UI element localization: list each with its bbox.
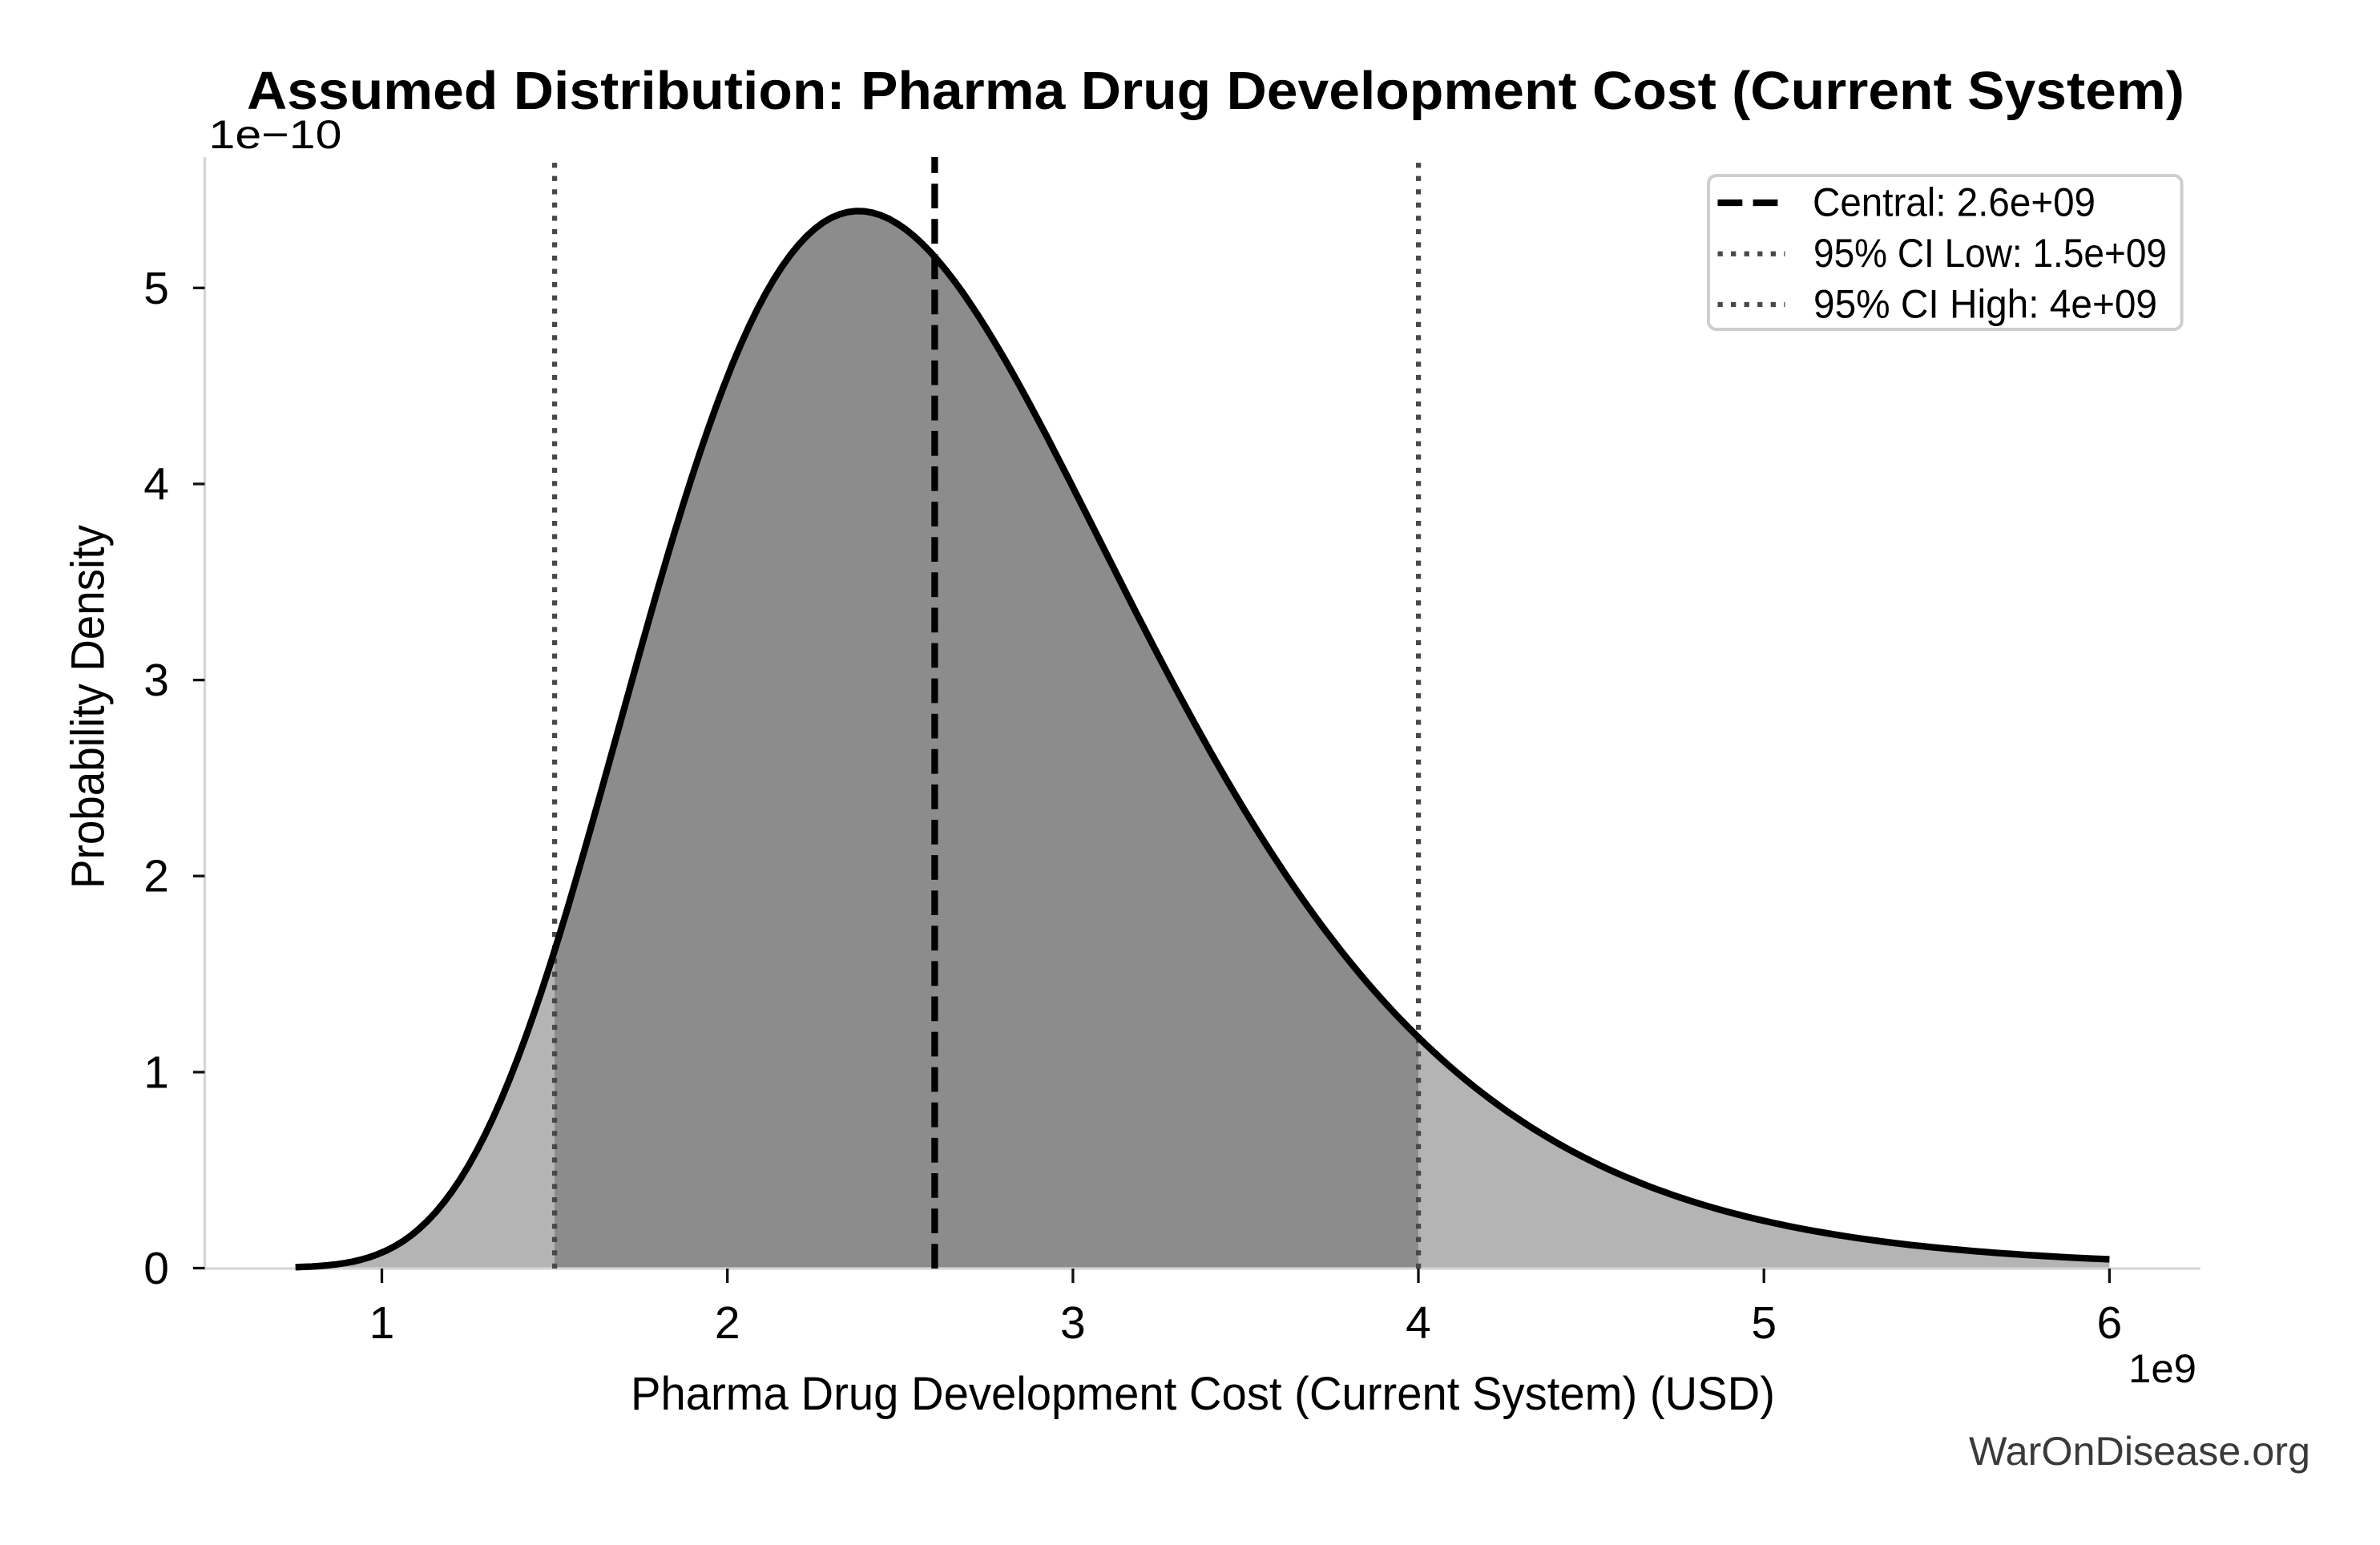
svg-text:3: 3 (1060, 1297, 1086, 1349)
svg-text:3: 3 (143, 655, 169, 706)
svg-text:Assumed Distribution: Pharma D: Assumed Distribution: Pharma Drug Develo… (247, 61, 2184, 121)
svg-text:5: 5 (143, 263, 169, 314)
svg-text:1e−10: 1e−10 (209, 112, 342, 157)
svg-text:95% CI High: 4e+09: 95% CI High: 4e+09 (1813, 282, 2157, 327)
svg-text:2: 2 (143, 851, 169, 902)
svg-text:1: 1 (143, 1047, 169, 1098)
svg-text:95% CI Low: 1.5e+09: 95% CI Low: 1.5e+09 (1813, 231, 2167, 276)
svg-text:1e9: 1e9 (2128, 1346, 2196, 1391)
svg-text:Central: 2.6e+09: Central: 2.6e+09 (1813, 180, 2096, 225)
svg-text:1: 1 (369, 1297, 395, 1349)
svg-text:Probability Density: Probability Density (63, 525, 115, 889)
svg-text:4: 4 (143, 458, 169, 510)
svg-text:5: 5 (1751, 1297, 1777, 1349)
svg-text:0: 0 (143, 1243, 169, 1294)
svg-text:Pharma Drug Development Cost (: Pharma Drug Development Cost (Current Sy… (631, 1368, 1775, 1420)
svg-text:6: 6 (2097, 1297, 2123, 1349)
svg-text:2: 2 (715, 1297, 740, 1349)
svg-text:WarOnDisease.org: WarOnDisease.org (1969, 1429, 2310, 1474)
svg-text:4: 4 (1406, 1297, 1431, 1349)
